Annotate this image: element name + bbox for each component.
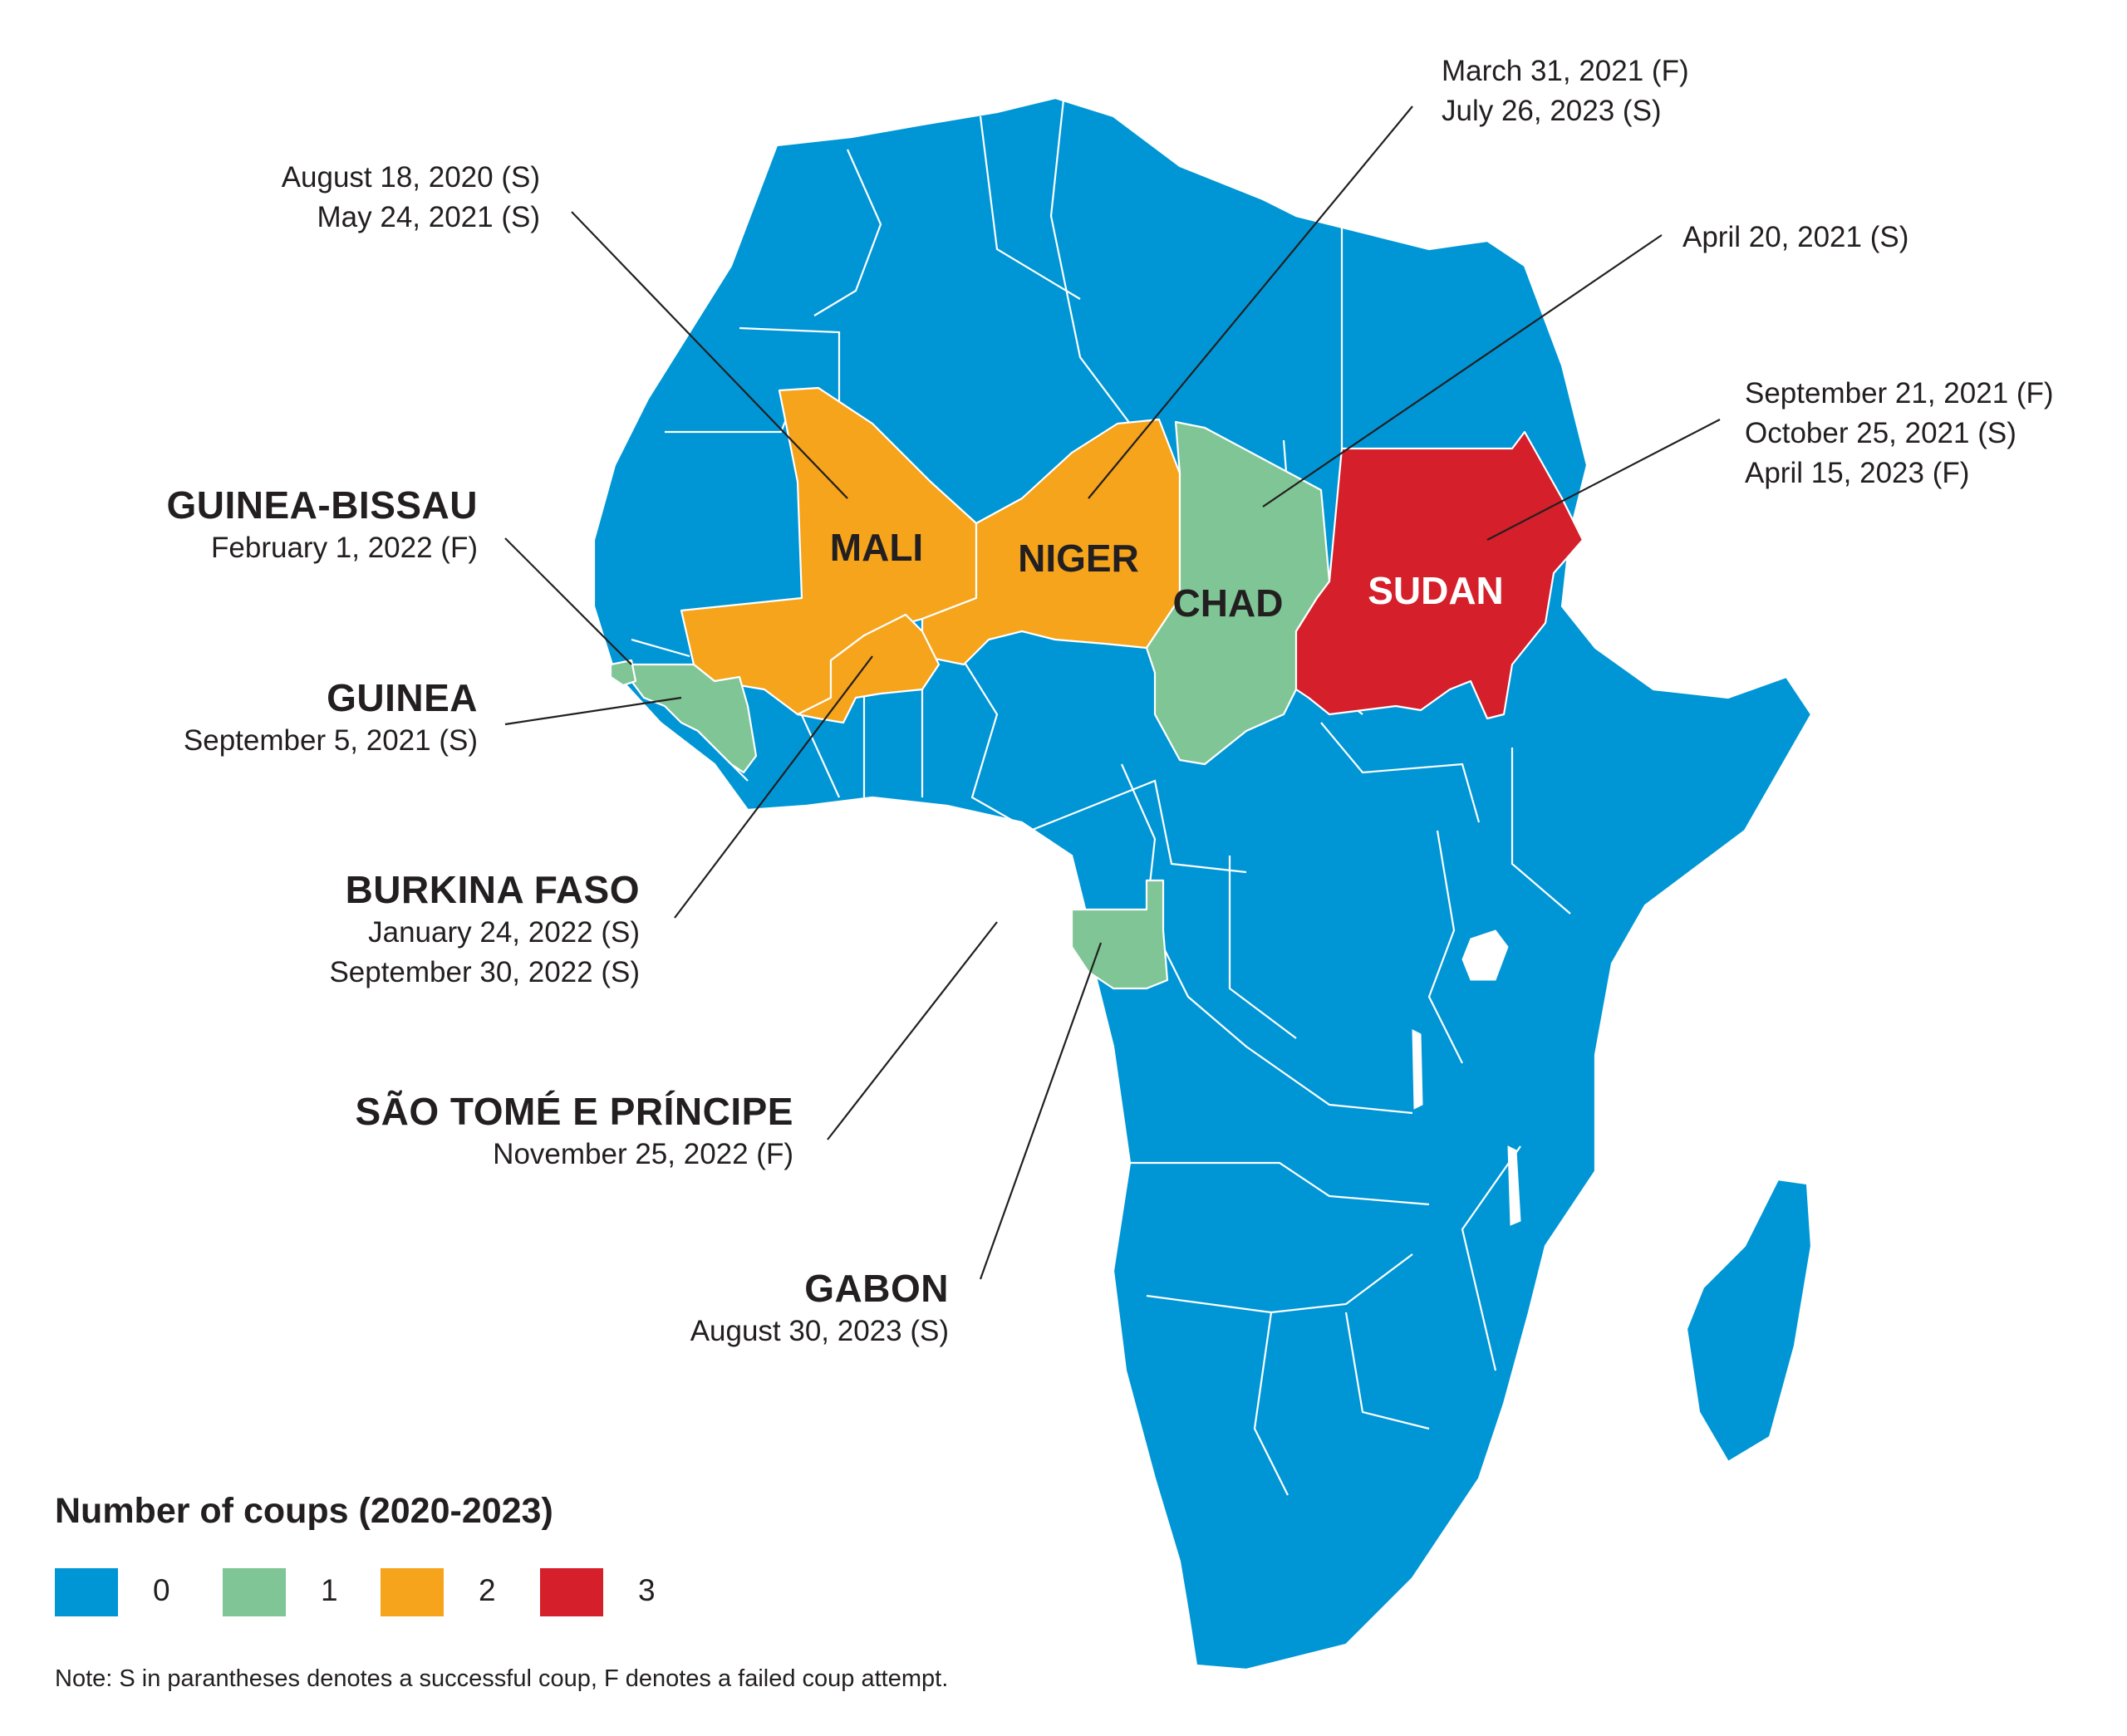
- label-niger: NIGER: [1018, 537, 1139, 580]
- africa-continent: [592, 96, 1813, 1671]
- burkina-faso: [796, 613, 941, 724]
- legend-title: Number of coups (2020-2023): [55, 1491, 553, 1531]
- footnote: Note: S in parantheses denotes a success…: [55, 1665, 949, 1692]
- chad: [1145, 420, 1331, 766]
- annotation-mali: August 18, 2020 (S) May 24, 2021 (S): [282, 158, 540, 238]
- annotation-sudan-line: April 15, 2023 (F): [1745, 457, 1970, 489]
- lake-tanganyika: [1412, 1029, 1423, 1110]
- madagascar: [1685, 1178, 1813, 1464]
- annotation-guinea: GUINEA September 5, 2021 (S): [184, 674, 478, 761]
- annotation-guinea-bissau-name: GUINEA-BISSAU: [166, 483, 478, 527]
- sudan: [1294, 430, 1584, 720]
- annotation-sao-tome: SÃO TOMÉ E PRÍNCIPE November 25, 2022 (F…: [355, 1088, 793, 1174]
- annotation-guinea-name: GUINEA: [327, 676, 478, 719]
- annotation-mali-line: May 24, 2021 (S): [317, 201, 540, 233]
- legend-label: 2: [479, 1573, 496, 1607]
- annotation-sao-tome-line: November 25, 2022 (F): [493, 1138, 793, 1170]
- annotation-burkina-faso-name: BURKINA FASO: [345, 868, 640, 911]
- leader-sao-tome: [827, 921, 998, 1140]
- annotation-sudan-line: September 21, 2021 (F): [1745, 377, 2054, 409]
- legend-swatch: [540, 1568, 603, 1616]
- annotation-sao-tome-name: SÃO TOMÉ E PRÍNCIPE: [355, 1090, 793, 1133]
- annotation-niger-line: March 31, 2021 (F): [1442, 55, 1689, 87]
- annotation-guinea-line: September 5, 2021 (S): [183, 724, 478, 757]
- leader-niger: [1088, 105, 1413, 499]
- annotation-niger: March 31, 2021 (F) July 26, 2023 (S): [1442, 51, 1689, 131]
- annotation-chad-line: April 20, 2021 (S): [1682, 221, 1909, 253]
- legend-label: 3: [638, 1573, 656, 1607]
- guinea: [630, 663, 758, 774]
- annotation-guinea-bissau-line: February 1, 2022 (F): [211, 532, 478, 564]
- annotation-sudan-line: October 25, 2021 (S): [1745, 417, 2016, 449]
- leader-sudan: [1486, 419, 1721, 541]
- annotation-niger-line: July 26, 2023 (S): [1442, 95, 1662, 127]
- annotation-chad: April 20, 2021 (S): [1682, 218, 1908, 257]
- label-chad: CHAD: [1173, 581, 1284, 625]
- lake-victoria: [1461, 929, 1509, 981]
- annotation-gabon-line: August 30, 2023 (S): [690, 1315, 949, 1347]
- annotation-burkina-faso-line: January 24, 2022 (S): [368, 916, 640, 949]
- annotation-gabon: GABON August 30, 2023 (S): [690, 1265, 949, 1351]
- legend-swatch: [223, 1568, 286, 1616]
- leader-guinea: [504, 696, 682, 726]
- gabon: [1070, 879, 1169, 990]
- legend-label: 0: [153, 1573, 170, 1607]
- leader-burkina-faso: [674, 655, 873, 919]
- leader-guinea-bissau: [504, 537, 632, 665]
- label-sudan: SUDAN: [1368, 569, 1504, 612]
- legend-swatch: [381, 1568, 444, 1616]
- legend-swatch: [55, 1568, 118, 1616]
- annotation-burkina-faso: BURKINA FASO January 24, 2022 (S) Septem…: [329, 866, 640, 993]
- legend-label: 1: [321, 1573, 338, 1607]
- annotation-gabon-name: GABON: [804, 1267, 949, 1310]
- lake-malawi: [1507, 1145, 1521, 1226]
- annotation-burkina-faso-line: September 30, 2022 (S): [329, 956, 640, 988]
- leader-chad: [1262, 234, 1663, 508]
- country-borders: [631, 99, 1571, 1496]
- annotation-sudan: September 21, 2021 (F) October 25, 2021 …: [1745, 374, 2054, 493]
- annotation-mali-line: August 18, 2020 (S): [281, 161, 540, 194]
- leader-gabon: [979, 942, 1103, 1280]
- leader-mali: [571, 211, 848, 499]
- label-mali: MALI: [830, 526, 923, 569]
- annotation-guinea-bissau: GUINEA-BISSAU February 1, 2022 (F): [166, 482, 478, 568]
